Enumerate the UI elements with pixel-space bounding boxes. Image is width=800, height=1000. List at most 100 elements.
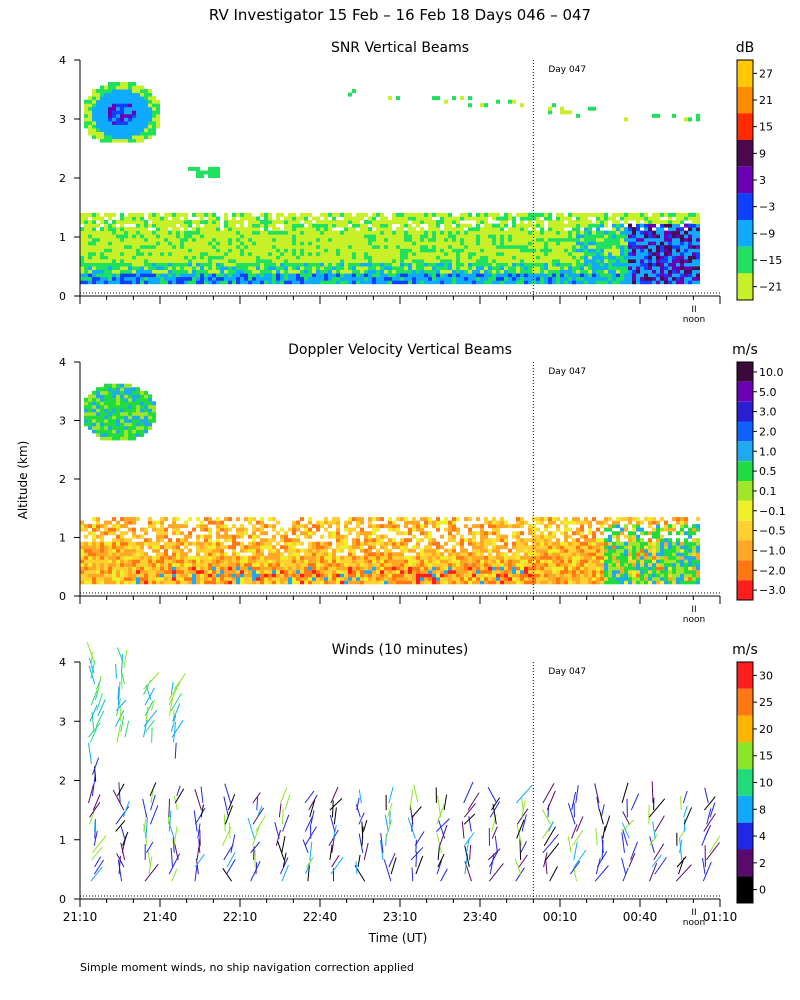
wind-barb <box>621 822 630 839</box>
wind-barb <box>415 839 417 853</box>
wind-barb <box>280 787 288 804</box>
wind-barb <box>332 800 334 818</box>
wind-barb <box>200 804 204 818</box>
wind-barb <box>222 868 233 882</box>
wind-barb <box>194 789 202 811</box>
wind-barb <box>97 699 106 717</box>
wind-barb <box>145 707 149 722</box>
wind-barb <box>573 841 578 860</box>
wind-barb <box>92 794 101 811</box>
wind-barb <box>709 802 716 818</box>
wind-barb <box>436 860 443 875</box>
colorbar-swatch <box>737 461 753 481</box>
wind-barb <box>649 836 655 853</box>
colorbar-swatch <box>737 86 753 114</box>
x-tick-label: 00:40 <box>623 910 658 924</box>
y-tick-label: 1 <box>59 231 66 244</box>
wind-barb <box>143 709 158 727</box>
wind-barb <box>388 852 396 868</box>
y-axis-label: Altitude (km) <box>16 441 30 520</box>
noon-label: noon <box>683 615 705 625</box>
wind-barb <box>390 857 397 875</box>
y-tick-label: 4 <box>59 54 66 67</box>
x-tick-label: 01:10 <box>703 910 738 924</box>
wind-barb <box>331 855 340 868</box>
wind-barb <box>575 785 579 804</box>
wind-barb <box>683 807 693 825</box>
wind-barb <box>463 832 475 846</box>
day-marker-label: Day 047 <box>548 65 586 75</box>
wind-barb <box>117 686 120 700</box>
noon-label: noon <box>683 918 705 928</box>
wind-barb <box>332 824 337 839</box>
colorbar-label: −21 <box>759 281 782 294</box>
wind-barb <box>571 824 578 839</box>
wind-barb <box>309 799 316 818</box>
wind-barb <box>487 848 501 861</box>
wind-barb <box>173 841 179 861</box>
wind-barb <box>516 808 529 825</box>
wind-barb <box>279 857 289 875</box>
wind-barb <box>195 858 199 875</box>
wind-barb <box>411 867 414 882</box>
wind-barb <box>596 796 600 811</box>
wind-barb <box>602 825 606 839</box>
colorbar-swatch <box>737 140 753 167</box>
noon-label: noon <box>683 315 705 325</box>
wind-barb <box>88 743 92 764</box>
wind-barb <box>149 805 159 825</box>
wind-barb <box>252 807 265 825</box>
y-tick-label: 4 <box>59 356 66 369</box>
wind-barb <box>329 814 336 832</box>
wind-barb <box>621 782 629 804</box>
wind-barb <box>282 808 284 825</box>
colorbar-swatch <box>737 662 753 689</box>
colorbar-swatch <box>737 876 753 903</box>
wind-barb <box>409 789 414 811</box>
wind-barb <box>467 792 480 811</box>
panel-title: Winds (10 minutes) <box>332 642 469 658</box>
wind-barb <box>464 845 470 868</box>
wind-barb <box>117 783 125 797</box>
wind-barb <box>170 682 174 695</box>
wind-barb <box>309 842 313 860</box>
panel-2: Doppler Velocity Vertical Beams 0 1 2 3 4 Day … <box>59 342 786 625</box>
colorbar-label: −3.0 <box>759 584 786 597</box>
wind-barb <box>120 673 123 690</box>
y-tick-label: 3 <box>59 415 66 428</box>
wind-barb <box>683 805 688 818</box>
wind-barb <box>122 800 130 818</box>
wind-barb <box>150 794 156 811</box>
wind-barb <box>573 849 587 868</box>
colorbar-label: 3 <box>759 174 766 187</box>
wind-barb <box>281 864 289 882</box>
y-tick-label: 1 <box>59 532 66 545</box>
wind-barb <box>383 859 392 882</box>
colorbar-label: −0.5 <box>759 525 786 538</box>
wind-barb <box>621 832 625 853</box>
colorbar-swatch <box>737 688 753 716</box>
wind-barb <box>282 814 290 832</box>
wind-barb <box>194 807 206 825</box>
wind-barb <box>679 839 683 853</box>
wind-barb <box>437 844 441 860</box>
wind-barb <box>116 724 122 743</box>
wind-barb <box>92 835 107 854</box>
wind-barb <box>437 853 445 868</box>
wind-barb <box>255 815 266 832</box>
colorbar-label: 30 <box>759 669 773 682</box>
wind-barb <box>121 654 124 674</box>
day-marker-label: Day 047 <box>548 667 586 677</box>
wind-barb <box>491 826 498 839</box>
wind-barb <box>514 858 522 875</box>
wind-barb <box>361 821 364 839</box>
wind-barb <box>176 785 181 797</box>
wind-barb <box>621 819 635 832</box>
wind-barb <box>516 824 523 846</box>
wind-barb <box>358 812 365 825</box>
wind-barb <box>702 861 712 882</box>
wind-barb <box>118 681 121 695</box>
wind-barb <box>170 693 182 711</box>
wind-barb <box>95 710 105 727</box>
wind-barb <box>363 819 368 832</box>
